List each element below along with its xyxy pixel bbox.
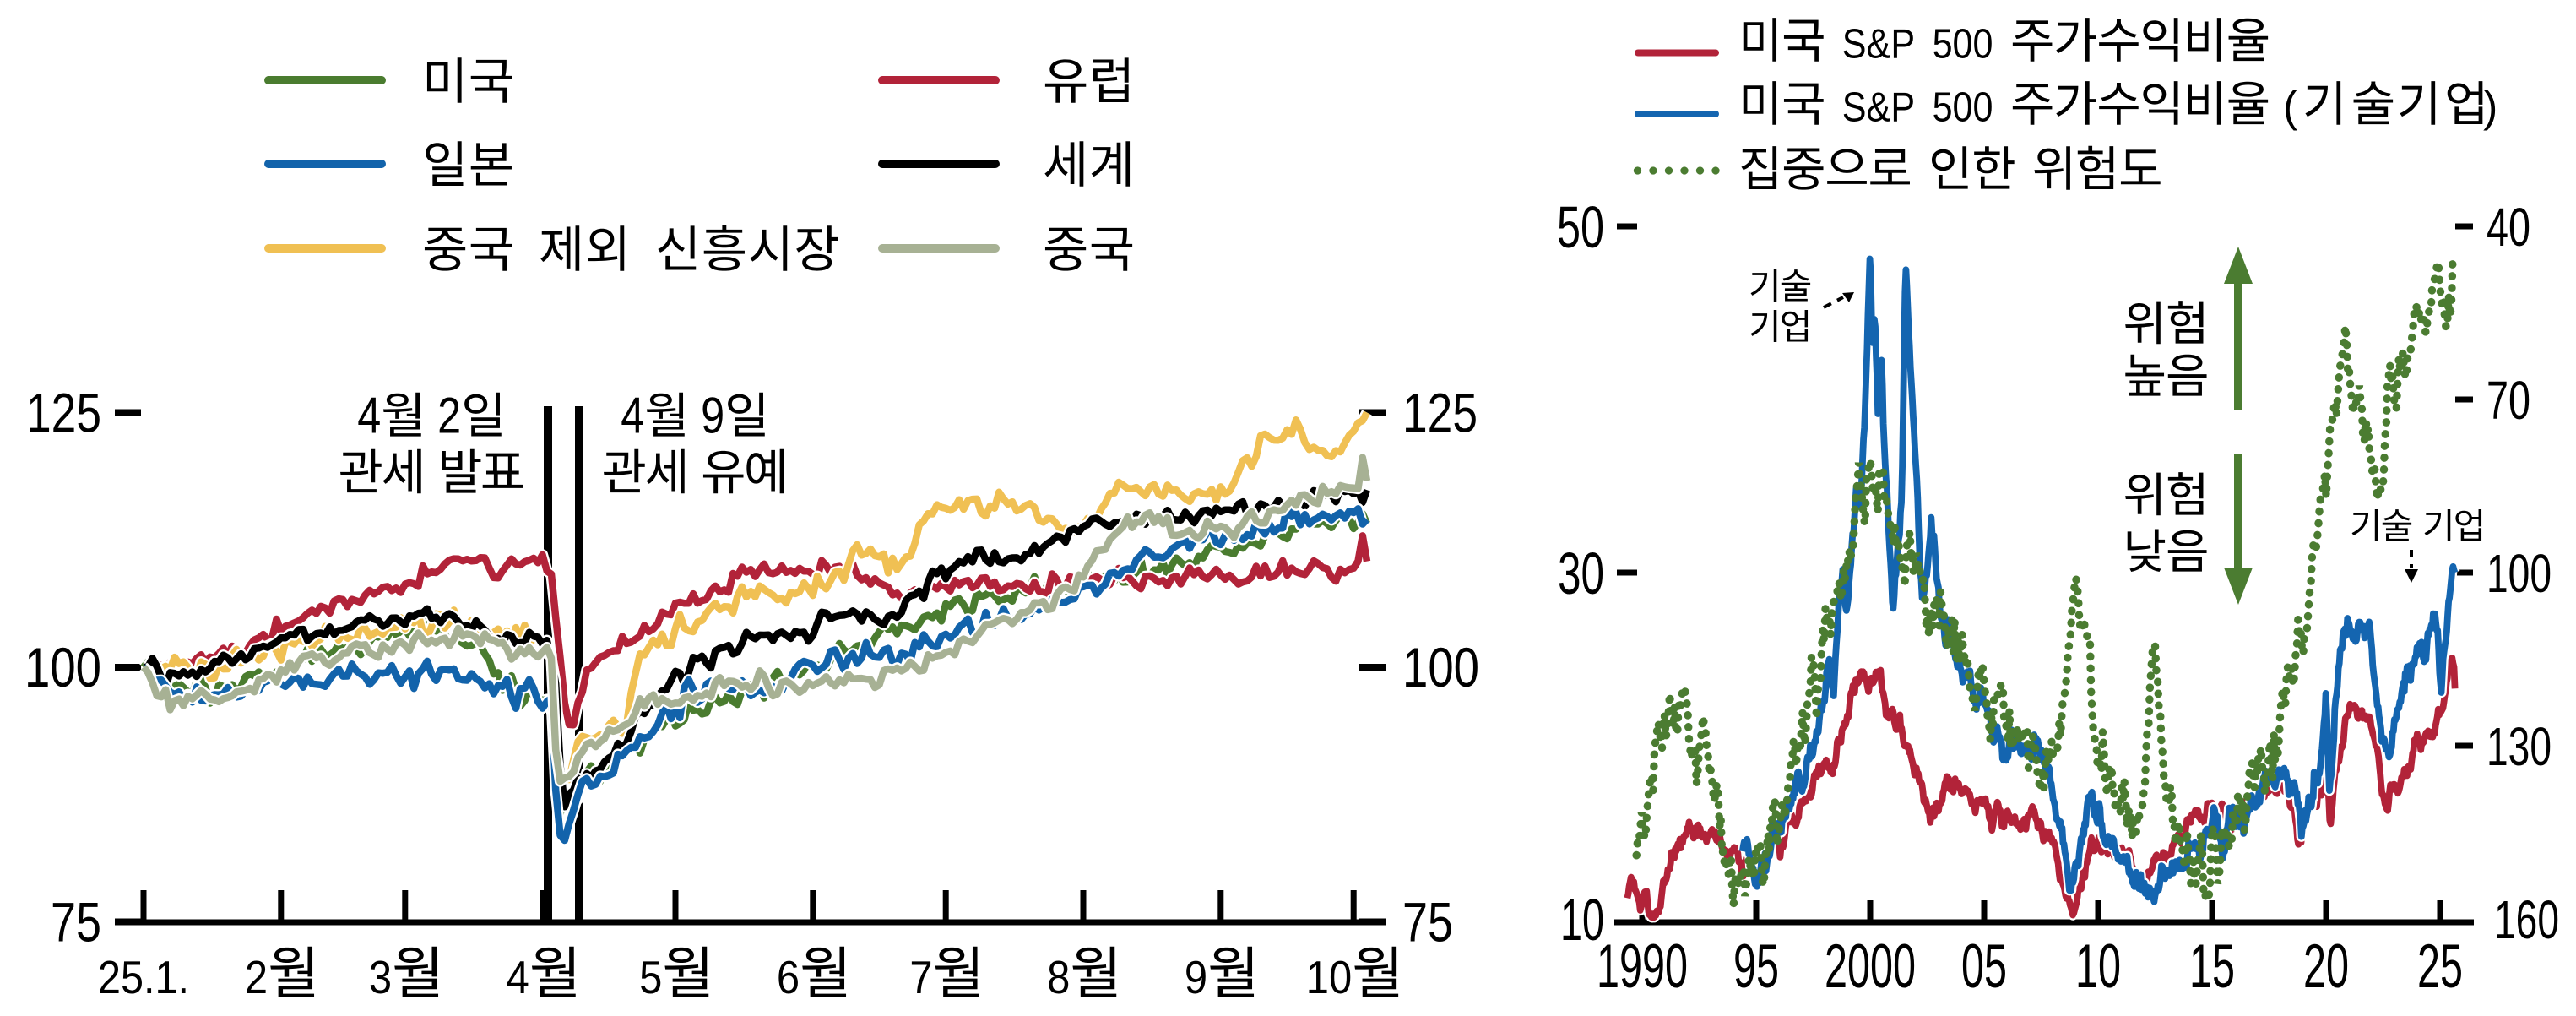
svg-text:2000: 2000 — [1825, 932, 1916, 1001]
svg-text:125: 125 — [1402, 382, 1478, 444]
svg-text:2: 2 — [437, 388, 461, 444]
svg-text:20: 20 — [2303, 932, 2349, 1001]
svg-text:2: 2 — [245, 951, 268, 1003]
svg-text:10: 10 — [1560, 887, 1604, 953]
svg-text:75: 75 — [51, 891, 101, 954]
svg-text:4: 4 — [621, 388, 644, 444]
svg-text:S&P: S&P — [1842, 21, 1915, 67]
svg-text:25: 25 — [2417, 932, 2463, 1001]
svg-text:25.1.: 25.1. — [98, 951, 189, 1003]
svg-text:100: 100 — [1402, 636, 1479, 698]
svg-text:05: 05 — [1961, 932, 2007, 1001]
svg-text:S&P: S&P — [1842, 84, 1915, 130]
svg-text:100: 100 — [2487, 543, 2552, 604]
svg-text:9: 9 — [1185, 951, 1207, 1003]
svg-text:40: 40 — [2487, 197, 2530, 258]
svg-text:30: 30 — [1558, 541, 1604, 606]
svg-text:6: 6 — [777, 951, 800, 1003]
svg-text:500: 500 — [1933, 21, 1993, 67]
svg-text:9: 9 — [701, 388, 724, 444]
svg-text:130: 130 — [2487, 716, 2552, 777]
svg-text:125: 125 — [26, 382, 101, 444]
svg-text:500: 500 — [1933, 84, 1993, 130]
svg-text:4: 4 — [507, 951, 529, 1003]
svg-text:95: 95 — [1733, 932, 1779, 1001]
svg-text:10: 10 — [1306, 951, 1352, 1003]
svg-text:100: 100 — [24, 636, 101, 698]
svg-text:10: 10 — [2075, 932, 2121, 1001]
svg-text:15: 15 — [2189, 932, 2235, 1001]
svg-text:160: 160 — [2494, 889, 2559, 950]
svg-text:(: ( — [2283, 82, 2298, 131]
svg-text:5: 5 — [639, 951, 662, 1003]
svg-text:50: 50 — [1557, 194, 1604, 260]
svg-text:3: 3 — [369, 951, 392, 1003]
svg-text:4: 4 — [357, 388, 381, 444]
svg-text:7: 7 — [909, 951, 932, 1003]
svg-text:8: 8 — [1047, 951, 1070, 1003]
svg-text:70: 70 — [2487, 370, 2530, 431]
svg-text:): ) — [2483, 82, 2497, 131]
svg-text:75: 75 — [1402, 891, 1453, 954]
svg-text:1990: 1990 — [1597, 932, 1688, 1001]
